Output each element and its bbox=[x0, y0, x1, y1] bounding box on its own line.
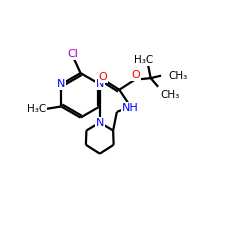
Text: O: O bbox=[131, 70, 140, 80]
Text: CH₃: CH₃ bbox=[168, 71, 188, 81]
Text: H₃C: H₃C bbox=[134, 55, 154, 65]
Text: Cl: Cl bbox=[68, 49, 78, 59]
Text: N: N bbox=[57, 79, 66, 89]
Text: O: O bbox=[99, 72, 108, 82]
Text: N: N bbox=[96, 118, 104, 128]
Text: CH₃: CH₃ bbox=[160, 90, 180, 100]
Text: H₃C: H₃C bbox=[27, 104, 46, 114]
Text: N: N bbox=[96, 79, 104, 89]
Text: NH: NH bbox=[122, 103, 139, 113]
